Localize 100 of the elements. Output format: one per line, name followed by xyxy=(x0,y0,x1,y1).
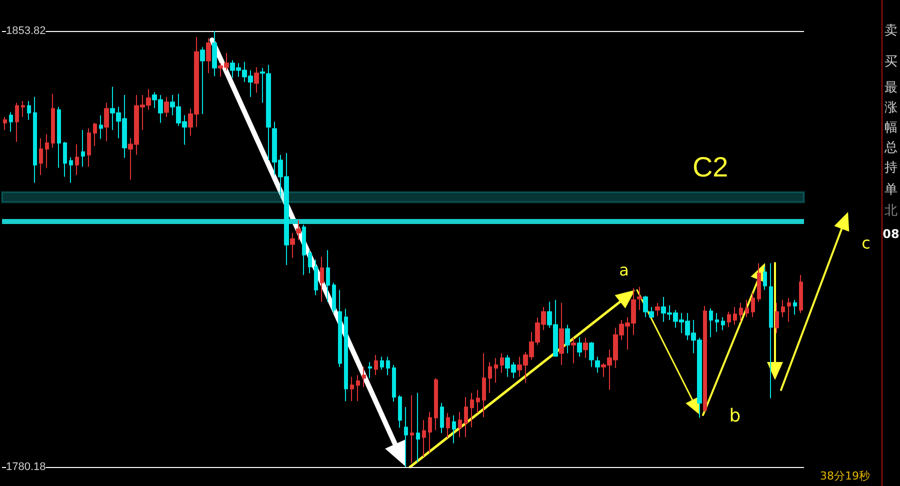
candlestick xyxy=(793,299,797,316)
candlestick xyxy=(368,362,372,379)
candlestick xyxy=(428,411,432,454)
candlestick xyxy=(27,100,31,120)
candlestick xyxy=(799,274,803,314)
candlestick xyxy=(583,337,588,358)
candlestick xyxy=(476,389,480,414)
candlestick xyxy=(440,402,444,434)
text: 卖 xyxy=(884,24,898,38)
text: 北 xyxy=(884,204,898,218)
candlestick xyxy=(374,354,378,376)
candlestick xyxy=(404,406,408,468)
candlestick xyxy=(350,376,354,402)
candlestick xyxy=(589,341,594,368)
candlestick xyxy=(410,394,414,464)
candlestick xyxy=(757,262,761,302)
candlestick xyxy=(763,266,767,290)
candlestick xyxy=(332,282,336,314)
candlestick xyxy=(416,392,420,463)
candlestick xyxy=(51,93,55,148)
candlestick xyxy=(709,308,713,338)
candlestick xyxy=(565,324,570,354)
candlestick xyxy=(739,302,743,322)
candlestick xyxy=(655,302,660,316)
text: 持 xyxy=(884,160,898,176)
candlestick xyxy=(308,250,312,274)
candlestick xyxy=(482,352,486,418)
candlestick xyxy=(33,96,37,184)
candlestick xyxy=(637,286,642,310)
candlestick xyxy=(212,30,217,77)
candlestick xyxy=(386,356,390,376)
candlestick xyxy=(446,412,450,438)
candlestick xyxy=(57,106,61,168)
text: 单 xyxy=(884,182,898,198)
candlestick xyxy=(781,299,785,318)
candlestick xyxy=(398,394,402,428)
candlestick xyxy=(326,250,330,302)
candlestick xyxy=(164,96,169,118)
candlestick xyxy=(577,336,582,358)
candlestick xyxy=(93,122,97,146)
candlestick xyxy=(99,114,103,140)
text: 幅 xyxy=(884,120,898,136)
candlestick xyxy=(104,102,109,142)
candlestick xyxy=(733,306,737,326)
band-label: C2 xyxy=(692,152,728,183)
text: 08 xyxy=(882,227,900,241)
candlestick xyxy=(21,100,25,118)
candlestick xyxy=(15,102,19,142)
candlestick xyxy=(464,396,468,438)
y-tick-label: 1853.82 xyxy=(6,25,46,37)
candlestick xyxy=(727,311,731,328)
candlestick xyxy=(458,411,462,438)
candlestick xyxy=(470,392,474,428)
annotation: a xyxy=(619,260,629,280)
text: 总 xyxy=(884,140,898,156)
candlestick xyxy=(559,302,564,366)
candlestick xyxy=(362,366,366,388)
candlestick xyxy=(75,144,79,176)
text: 涨 xyxy=(884,100,898,116)
candlestick xyxy=(769,262,773,399)
annotation: b xyxy=(729,406,741,426)
candlestick xyxy=(63,141,67,178)
candlestick xyxy=(320,256,324,302)
candlestick xyxy=(494,357,498,384)
candlestick xyxy=(703,305,707,412)
text: 38分19秒 xyxy=(820,470,870,482)
candlestick xyxy=(296,219,301,241)
candlestick xyxy=(81,129,85,168)
candlestick xyxy=(290,232,295,258)
text: 最 xyxy=(884,80,898,96)
candlestick xyxy=(787,298,791,322)
candlestick xyxy=(452,414,456,444)
candlestick xyxy=(595,356,600,374)
candlestick xyxy=(392,364,396,402)
candlestick xyxy=(87,128,91,168)
candlestick xyxy=(314,259,318,296)
candlestick xyxy=(338,289,342,368)
candlestick xyxy=(3,116,7,130)
candlestick xyxy=(206,38,211,74)
candlestick xyxy=(356,374,360,402)
candlestick xyxy=(745,299,749,318)
candlestick xyxy=(45,134,49,168)
text: c xyxy=(862,234,870,252)
candlestick xyxy=(434,378,438,431)
candlestick xyxy=(721,316,725,331)
candlestick xyxy=(9,112,13,132)
y-tick-label: 1780.18 xyxy=(6,461,46,473)
text: 买 xyxy=(884,54,898,70)
candlestick xyxy=(380,356,384,370)
candlestick xyxy=(715,312,719,332)
candlestick xyxy=(39,138,43,176)
candlestick xyxy=(775,302,779,334)
candlestick xyxy=(751,292,755,318)
candlestick xyxy=(69,156,73,184)
candlestick xyxy=(422,420,426,458)
candlestick xyxy=(200,46,205,115)
candlestick xyxy=(500,352,504,374)
candlestick xyxy=(344,308,348,402)
candlestick xyxy=(302,224,306,276)
candlestick xyxy=(488,362,492,394)
